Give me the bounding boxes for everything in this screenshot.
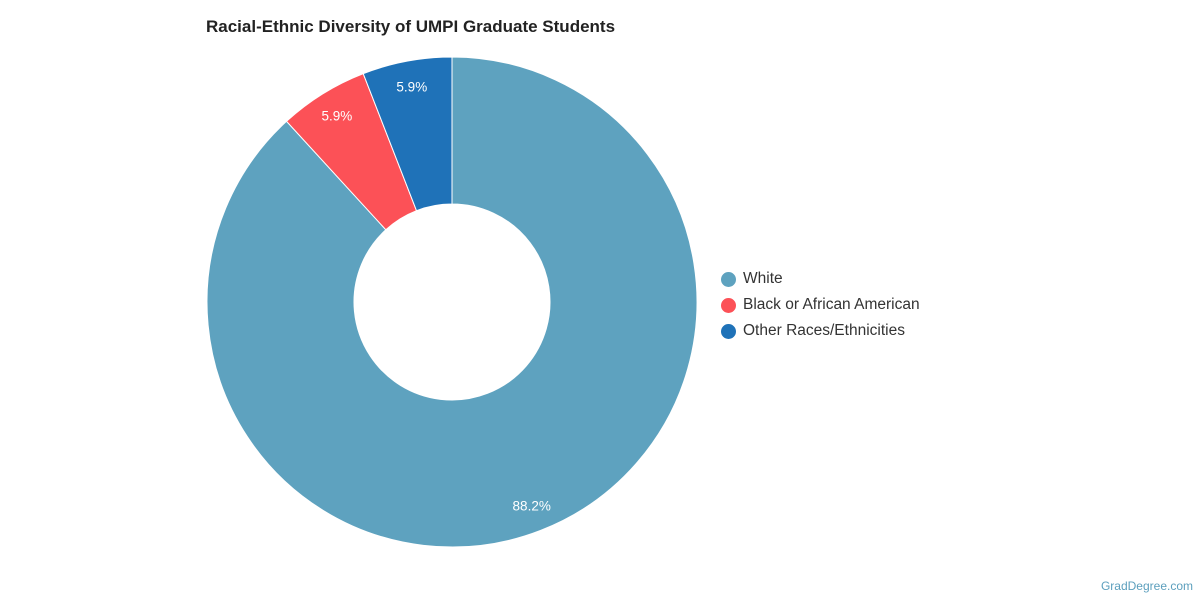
legend-label: Other Races/Ethnicities (743, 322, 905, 339)
slice-white[interactable] (206, 56, 698, 548)
legend-swatch-icon (721, 297, 736, 313)
slice-label-other-races-ethnicities: 5.9% (396, 79, 427, 94)
legend-label: White (743, 270, 783, 287)
chart-title: Racial-Ethnic Diversity of UMPI Graduate… (206, 17, 616, 36)
legend-swatch-icon (721, 323, 736, 339)
slice-other-races-ethnicities[interactable] (362, 56, 453, 212)
legend-label: Black or African American (743, 296, 920, 313)
legend-item-white[interactable]: White (721, 266, 920, 292)
slice-label-black-or-african-american: 5.9% (322, 108, 353, 123)
donut-slices (206, 56, 698, 548)
legend-item-other-races-ethnicities[interactable]: Other Races/Ethnicities (721, 318, 920, 344)
chart-legend: White Black or African American Other Race… (721, 266, 920, 344)
legend-item-black-or-african-american[interactable]: Black or African American (721, 292, 920, 318)
donut-slice-labels: 88.2% 5.9% 5.9% (322, 79, 551, 513)
legend-swatch-icon (721, 271, 736, 287)
source-credit[interactable]: GradDegree.com (1100, 579, 1193, 593)
slice-label-white: 88.2% (513, 499, 551, 514)
